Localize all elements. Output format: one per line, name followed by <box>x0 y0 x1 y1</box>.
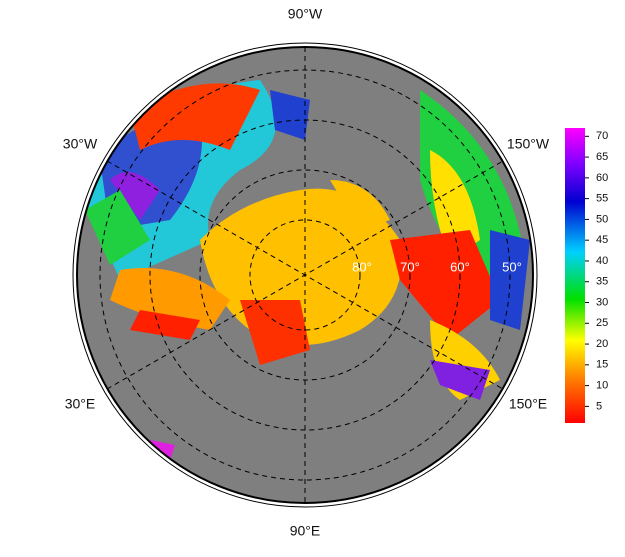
colorbar-tick-label: 50 <box>596 213 608 225</box>
lon-label: 90°E <box>290 523 321 539</box>
graticule <box>99 47 511 503</box>
colorbar-tick-label: 35 <box>596 276 608 288</box>
map-outer-border <box>72 42 538 508</box>
colorbar-tick-label: 45 <box>596 234 608 246</box>
colorbar-tick-label: 10 <box>596 380 608 392</box>
colorbar-tick-label: 5 <box>596 400 602 412</box>
colorbar-tick-label: 20 <box>596 338 608 350</box>
colorbar-tick-label: 60 <box>596 172 608 184</box>
lon-label: 150°W <box>507 136 550 152</box>
colorbar-tick-label: 30 <box>596 296 608 308</box>
colorbar-tick-label: 40 <box>596 255 608 267</box>
lon-label: 90°W <box>288 6 323 22</box>
colorbar-tick-label: 15 <box>596 359 608 371</box>
colorbar-tick-label: 65 <box>596 151 608 163</box>
colorbar <box>565 128 585 423</box>
lon-label: 30°E <box>65 396 96 412</box>
lat-label: 50° <box>502 259 522 274</box>
colorbar-tick-label: 70 <box>596 130 608 142</box>
lon-label: 150°E <box>509 396 547 412</box>
colorbar-tick-label: 25 <box>596 317 608 329</box>
lat-label: 70° <box>400 259 420 274</box>
colorbar-tick-label: 55 <box>596 193 608 205</box>
lat-label: 60° <box>450 259 470 274</box>
lon-label: 30°W <box>63 136 98 152</box>
map-border <box>76 46 534 504</box>
lat-label: 80° <box>352 259 372 274</box>
